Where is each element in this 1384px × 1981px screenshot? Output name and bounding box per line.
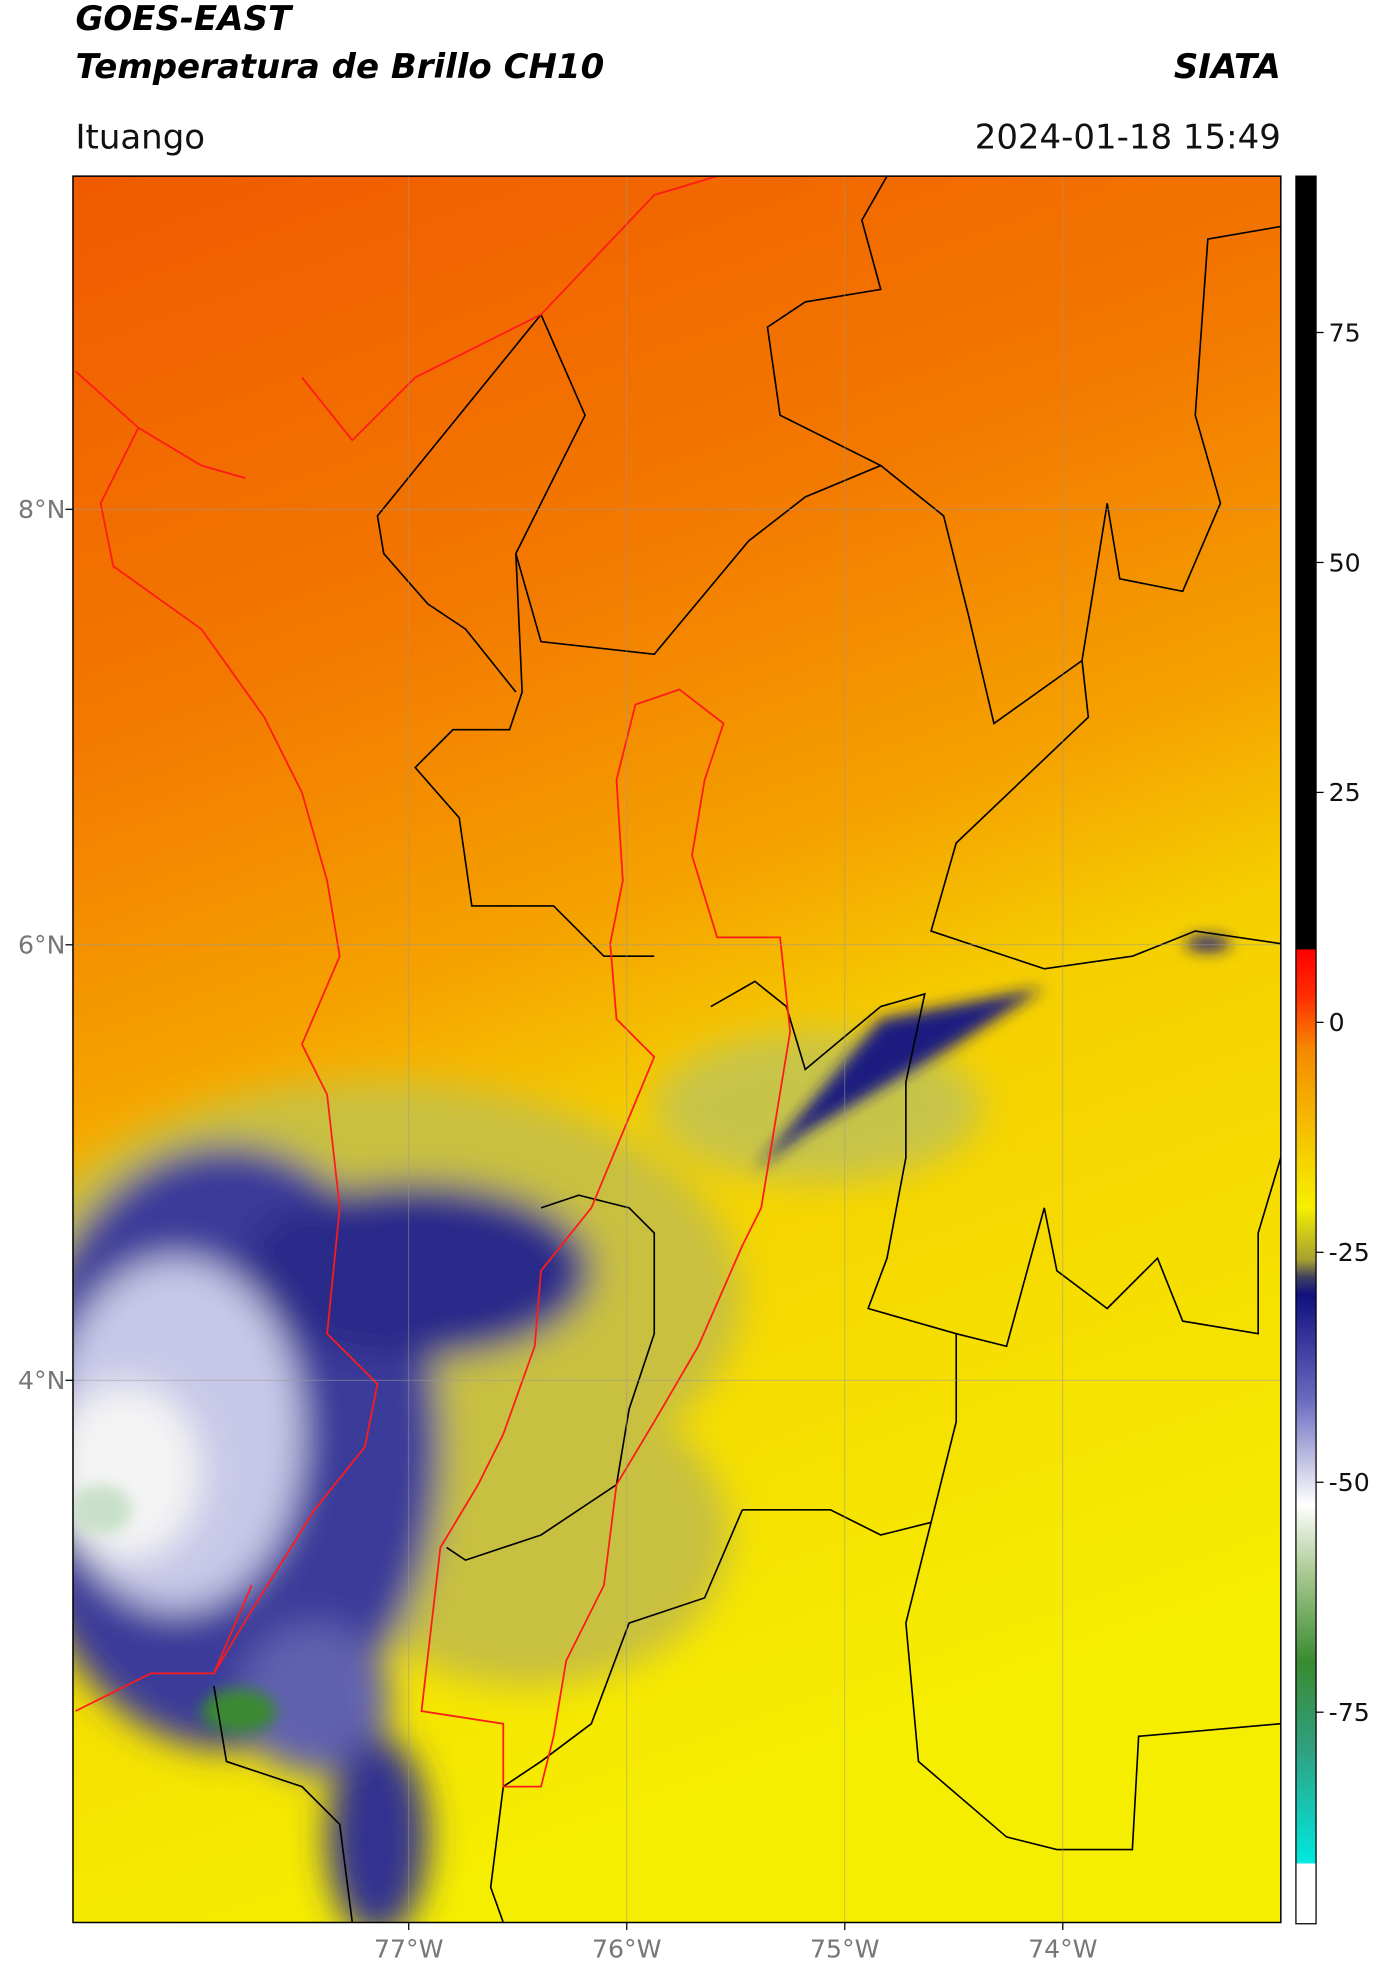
x-tick-label: 75°W — [810, 1935, 880, 1964]
map-frame — [72, 175, 1282, 1924]
x-tick-label: 77°W — [374, 1935, 444, 1964]
admin-borders — [213, 176, 1281, 1923]
title: GOES-EAST — [75, 0, 293, 39]
colorbar-tick-label: -75 — [1329, 1698, 1370, 1727]
subtitle: Temperatura de Brillo CH10 — [75, 47, 604, 87]
colorbar-tick-label: -50 — [1329, 1468, 1370, 1497]
ticks: 77°W 76°W 75°W 74°W 8°N 6°N 4°N 75 50 25 0 -25 -50 -7… — [18, 318, 1370, 1963]
source: SIATA — [1174, 47, 1281, 87]
datetime: 2024-01-18 15:49 — [975, 117, 1281, 157]
map-field — [72, 176, 1281, 1923]
x-tick-label: 76°W — [592, 1935, 662, 1964]
colorbar-tick-label: 75 — [1329, 318, 1361, 347]
colorbar-tick-label: 0 — [1329, 1008, 1345, 1037]
colorbar — [1295, 175, 1317, 1925]
colorbar-tick-label: 50 — [1329, 548, 1361, 577]
coast-and-basin — [74, 176, 792, 1788]
grid — [72, 176, 1281, 1923]
location: Ituango — [75, 117, 205, 157]
colorbar-tick-label: 25 — [1329, 778, 1361, 807]
y-tick-label: 4°N — [18, 1366, 65, 1395]
cloud-field — [72, 1031, 982, 1923]
colorbar-tick-label: -25 — [1329, 1238, 1370, 1267]
y-tick-label: 8°N — [18, 495, 65, 524]
y-tick-label: 6°N — [18, 931, 65, 960]
x-tick-label: 74°W — [1028, 1935, 1098, 1964]
